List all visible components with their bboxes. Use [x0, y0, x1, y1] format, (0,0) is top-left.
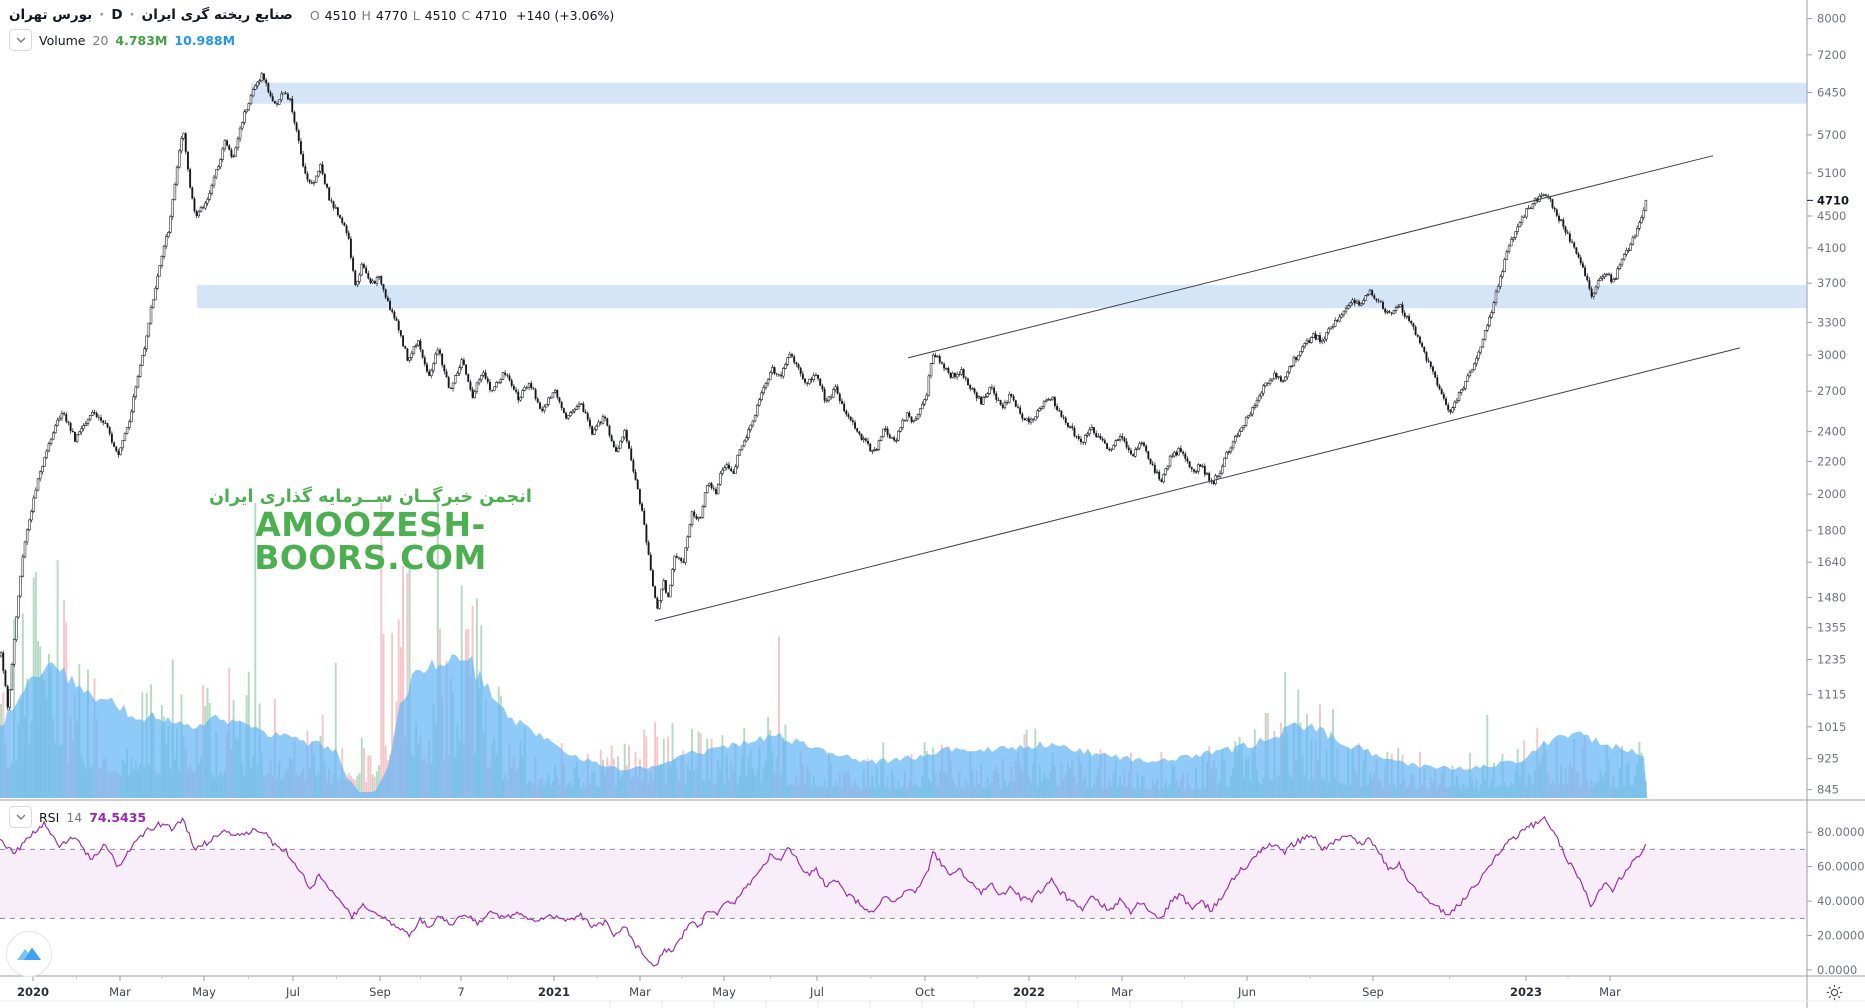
close-label: C — [461, 7, 471, 23]
svg-text:40.0000: 40.0000 — [1817, 894, 1865, 908]
low-value: 4510 — [424, 7, 457, 23]
low-label: L — [412, 7, 420, 23]
rsi-value: 74.5435 — [89, 809, 147, 825]
supply-demand-zones[interactable] — [197, 82, 1807, 309]
svg-text:60.0000: 60.0000 — [1817, 860, 1865, 874]
svg-text:845: 845 — [1817, 783, 1839, 797]
chevron-down-icon — [16, 37, 25, 43]
chevron-down-icon — [16, 814, 25, 820]
svg-text:Oct: Oct — [915, 985, 935, 999]
rsi-indicator-label[interactable]: RSI — [39, 809, 60, 825]
svg-text:Jul: Jul — [285, 985, 300, 999]
svg-text:Mar: Mar — [629, 985, 651, 999]
rsi-axis-labels[interactable]: 80.0000 60.0000 40.0000 20.0000 0.0000 — [1807, 825, 1865, 977]
svg-text:1640: 1640 — [1817, 555, 1846, 569]
svg-text:Mar: Mar — [1599, 985, 1621, 999]
bottom-strip — [0, 1000, 1865, 1008]
svg-text:3700: 3700 — [1817, 276, 1846, 290]
time-axis[interactable] — [0, 976, 1807, 1008]
volume-ma-value: 10.988M — [174, 32, 236, 48]
separator-dot: · — [99, 7, 105, 23]
svg-text:Jun: Jun — [1237, 985, 1256, 999]
lower-trendline[interactable] — [654, 347, 1741, 622]
high-label: H — [361, 7, 371, 23]
svg-text:1355: 1355 — [1817, 621, 1846, 635]
svg-text:May: May — [192, 985, 216, 999]
volume-period: 20 — [92, 32, 109, 48]
svg-text:4500: 4500 — [1817, 209, 1846, 223]
volume-current-value: 4.783M — [115, 32, 168, 48]
symbol-name[interactable]: صنایع ریخته گری ایران — [141, 7, 293, 23]
svg-text:2700: 2700 — [1817, 384, 1846, 398]
settings-gear-icon — [1826, 984, 1842, 1000]
svg-text:Mar: Mar — [109, 985, 131, 999]
exchange-name[interactable]: بورس تهران — [9, 7, 93, 23]
svg-text:80.0000: 80.0000 — [1817, 825, 1865, 839]
svg-text:7200: 7200 — [1817, 48, 1846, 62]
svg-text:2022: 2022 — [1013, 985, 1045, 999]
svg-text:1235: 1235 — [1817, 653, 1846, 667]
change-value: +140 (+3.06%) — [516, 7, 615, 23]
open-label: O — [309, 7, 320, 23]
svg-text:3000: 3000 — [1817, 348, 1846, 362]
svg-text:May: May — [712, 985, 736, 999]
rsi-period: 14 — [66, 809, 83, 825]
price-axis[interactable] — [1807, 0, 1865, 976]
rsi-legend: RSI 14 74.5435 — [9, 806, 146, 828]
upper-trendline[interactable] — [907, 155, 1714, 359]
volume-ma-area — [0, 654, 1647, 798]
brand-logo-badge[interactable] — [6, 931, 52, 977]
svg-text:2400: 2400 — [1817, 425, 1846, 439]
svg-text:8000: 8000 — [1817, 12, 1846, 26]
symbol-legend: بورس تهران · D · صنایع ریخته گری ایران O… — [9, 7, 614, 23]
svg-text:20.0000: 20.0000 — [1817, 929, 1865, 943]
mountains-icon — [17, 947, 41, 960]
ohlc-values: O 4510 H 4770 L 4510 C 4710 +140 (+3.06%) — [310, 8, 614, 23]
svg-text:925: 925 — [1817, 752, 1839, 766]
volume-legend: Volume 20 4.783M 10.988M — [9, 29, 235, 51]
svg-text:2000: 2000 — [1817, 487, 1846, 501]
time-axis-labels[interactable]: 2020 Mar May Jul Sep 7 2021 Mar May Jul Oct 2022 Mar… — [17, 976, 1621, 999]
svg-text:Mar: Mar — [1111, 985, 1133, 999]
svg-text:1115: 1115 — [1817, 688, 1846, 702]
candle-wicks — [0, 71, 1647, 711]
svg-text:5100: 5100 — [1817, 166, 1846, 180]
open-value: 4510 — [324, 7, 357, 23]
svg-text:2200: 2200 — [1817, 454, 1846, 468]
close-value: 4710 — [475, 7, 508, 23]
price-axis-labels[interactable]: 8000 7200 6450 5700 5100 4500 4100 3700 3300 3000… — [1807, 12, 1849, 797]
svg-text:3300: 3300 — [1817, 315, 1846, 329]
volume-indicator-label[interactable]: Volume — [39, 32, 86, 48]
svg-text:0.0000: 0.0000 — [1817, 963, 1857, 977]
separator-dot: · — [129, 7, 135, 23]
svg-text:5700: 5700 — [1817, 128, 1846, 142]
trend-channel[interactable] — [654, 155, 1741, 622]
svg-text:2020: 2020 — [17, 985, 49, 999]
svg-text:1015: 1015 — [1817, 720, 1846, 734]
svg-text:4100: 4100 — [1817, 241, 1846, 255]
price-pane[interactable] — [0, 71, 1648, 798]
rsi-pane[interactable] — [0, 815, 1807, 967]
high-value: 4770 — [375, 7, 408, 23]
volume-collapse-button[interactable] — [9, 29, 32, 51]
rsi-line — [0, 815, 1647, 967]
svg-text:1800: 1800 — [1817, 523, 1846, 537]
candle-bodies-down — [2, 73, 1613, 708]
svg-text:Sep: Sep — [369, 985, 391, 999]
last-price-label: 4710 — [1817, 193, 1849, 207]
timeframe-label[interactable]: D — [111, 7, 123, 23]
svg-text:1480: 1480 — [1817, 590, 1846, 604]
svg-text:7: 7 — [457, 985, 464, 999]
svg-text:Sep: Sep — [1362, 985, 1384, 999]
svg-text:6450: 6450 — [1817, 86, 1846, 100]
svg-text:2021: 2021 — [538, 985, 570, 999]
axis-settings-button[interactable] — [1822, 981, 1846, 1003]
candle-bodies-up — [0, 73, 1648, 708]
svg-text:2023: 2023 — [1510, 985, 1542, 999]
rsi-collapse-button[interactable] — [9, 806, 32, 828]
svg-text:Jul: Jul — [809, 985, 824, 999]
